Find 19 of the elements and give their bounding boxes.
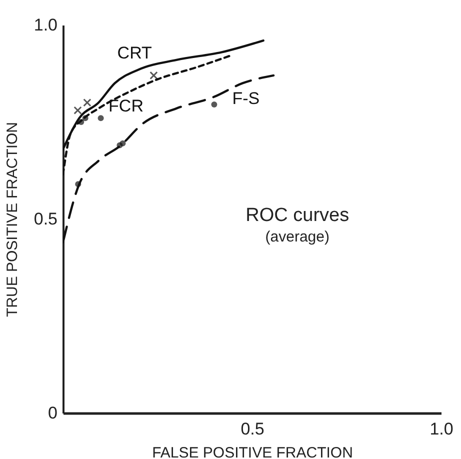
point — [82, 115, 88, 122]
annotation: ROC curves — [246, 205, 350, 226]
y-axis-title: TRUE POSITIVE FRACTION — [4, 122, 21, 318]
series-label: F-S — [232, 88, 260, 108]
point — [78, 119, 84, 125]
point — [98, 115, 104, 122]
point — [120, 140, 126, 146]
x-axis-title: FALSE POSITIVE FRACTION — [152, 444, 353, 459]
annotation: (average) — [265, 228, 330, 246]
point — [150, 71, 158, 80]
point — [211, 102, 218, 108]
y-tick-label: 1.0 — [34, 16, 58, 34]
y-tick-label: 0 — [48, 404, 58, 422]
y-tick-label: 0.5 — [34, 210, 58, 228]
series-label: CRT — [117, 44, 152, 63]
point — [75, 181, 82, 188]
point — [83, 98, 92, 107]
point — [74, 106, 82, 114]
series-label: FCR — [108, 96, 144, 116]
